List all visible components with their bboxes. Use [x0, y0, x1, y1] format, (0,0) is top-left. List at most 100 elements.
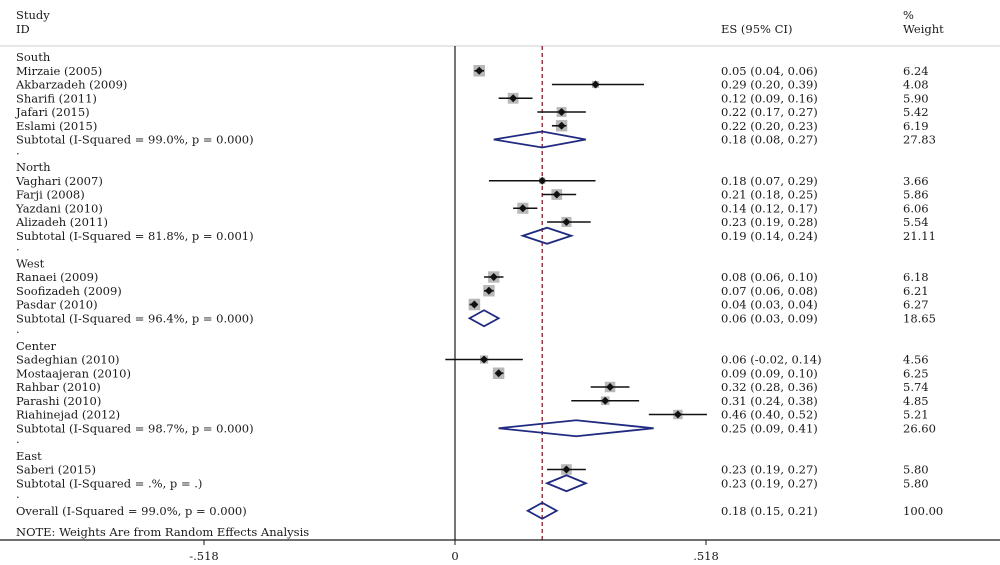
effect-size-ci: 0.18 (0.07, 0.29) [721, 174, 818, 188]
study-label: Saberi (2015) [16, 463, 96, 477]
study-label: Eslami (2015) [16, 119, 97, 133]
weight-value: 18.65 [903, 311, 936, 325]
weight-value: 4.85 [903, 394, 929, 408]
study-label: Parashi (2010) [16, 394, 101, 408]
effect-size-ci: 0.06 (0.03, 0.09) [721, 311, 818, 325]
point-estimate [606, 383, 615, 391]
weight-value: 100.00 [903, 504, 943, 518]
weight-value: 5.80 [903, 463, 929, 477]
study-label: Riahinejad (2012) [16, 408, 120, 422]
study-label: Farji (2008) [16, 188, 85, 202]
study-label: Mostaajeran (2010) [16, 366, 131, 380]
subtotal-diamond [498, 419, 654, 438]
effect-size-ci: 0.29 (0.20, 0.39) [721, 78, 818, 92]
weight-value: 27.83 [903, 133, 936, 147]
plot-text: Study ID ES (95% CI) % Weight NOTE: Weig… [15, 8, 944, 563]
effect-size-ci: 0.05 (0.04, 0.06) [721, 64, 818, 78]
point-estimate [475, 66, 484, 75]
subtotal-label: Subtotal (I-Squared = 98.7%, p = 0.000) [16, 421, 254, 435]
study-label: Alizadeh (2011) [15, 215, 108, 229]
point-estimate [673, 410, 682, 419]
weight-value: 5.80 [903, 476, 929, 490]
study-label: Ranaei (2009) [16, 270, 98, 284]
group-separator: . [16, 322, 20, 336]
effect-size-ci: 0.08 (0.06, 0.10) [721, 270, 818, 284]
effect-size-ci: 0.09 (0.09, 0.10) [721, 366, 818, 380]
study-label: Pasdar (2010) [16, 298, 98, 312]
subtotal-diamond [493, 130, 586, 149]
effect-size-ci: 0.14 (0.12, 0.17) [721, 201, 818, 215]
study-label: Mirzaie (2005) [16, 64, 102, 78]
subtotal-diamond [519, 226, 575, 245]
header-es-ci: ES (95% CI) [721, 22, 792, 36]
weight-value: 6.24 [903, 64, 929, 78]
effect-size-ci: 0.07 (0.06, 0.08) [721, 284, 818, 298]
weight-value: 6.06 [903, 201, 929, 215]
study-label: Soofizadeh (2009) [16, 284, 122, 298]
effect-size-ci: 0.23 (0.19, 0.27) [721, 476, 818, 490]
point-estimate [489, 273, 498, 281]
subtotal-diamond [467, 309, 501, 328]
weight-value: 5.42 [903, 105, 929, 119]
weight-value: 5.86 [903, 188, 929, 202]
weight-value: 5.21 [903, 408, 929, 422]
weight-value: 5.90 [903, 91, 929, 105]
study-label: Rahbar (2010) [16, 380, 101, 394]
point-estimate [552, 190, 561, 199]
point-estimate [494, 369, 503, 378]
effect-size-ci: 0.25 (0.09, 0.41) [721, 421, 818, 435]
weight-value: 26.60 [903, 421, 936, 435]
header-id: ID [16, 22, 30, 36]
study-label: Jafari (2015) [15, 105, 90, 119]
point-estimate [470, 300, 479, 309]
group-separator: . [16, 143, 20, 157]
effect-size-ci: 0.21 (0.18, 0.25) [721, 188, 818, 202]
weight-value: 4.08 [903, 78, 929, 92]
effect-size-ci: 0.31 (0.24, 0.38) [721, 394, 818, 408]
point-estimate [557, 108, 566, 116]
subtotal-label: Subtotal (I-Squared = 96.4%, p = 0.000) [16, 311, 254, 325]
subgroup-label: South [16, 50, 51, 64]
weight-value: 6.27 [903, 298, 929, 312]
subgroup-label: Center [16, 339, 56, 353]
header-percent: % [903, 8, 914, 22]
point-estimate [480, 355, 489, 364]
effect-size-ci: 0.19 (0.14, 0.24) [721, 229, 818, 243]
effect-size-ci: 0.18 (0.08, 0.27) [721, 133, 818, 147]
study-label: Vaghari (2007) [15, 174, 103, 188]
point-estimate [484, 286, 493, 295]
weight-value: 6.21 [903, 284, 929, 298]
weights-note: NOTE: Weights Are from Random Effects An… [16, 525, 309, 539]
group-separator: . [16, 432, 20, 446]
study-label: Sadeghian (2010) [16, 353, 120, 367]
effect-size-ci: 0.32 (0.28, 0.36) [721, 380, 818, 394]
weight-value: 5.54 [903, 215, 929, 229]
subtotal-label: Subtotal (I-Squared = 81.8%, p = 0.001) [16, 229, 254, 243]
study-label: Yazdani (2010) [15, 201, 103, 215]
header-weight: Weight [903, 22, 944, 36]
effect-size-ci: 0.23 (0.19, 0.27) [721, 463, 818, 477]
overall-label: Overall (I-Squared = 99.0%, p = 0.000) [16, 504, 247, 518]
weight-value: 6.25 [903, 366, 929, 380]
effect-size-ci: 0.12 (0.09, 0.16) [721, 91, 818, 105]
subgroup-label: East [16, 449, 42, 463]
header-study: Study [16, 8, 50, 22]
effect-size-ci: 0.22 (0.17, 0.27) [721, 105, 818, 119]
x-tick-label: 0 [451, 549, 458, 563]
point-estimate [538, 176, 547, 185]
weight-value: 5.74 [903, 380, 929, 394]
point-estimate [601, 396, 610, 405]
weight-value: 21.11 [903, 229, 936, 243]
weight-value: 6.19 [903, 119, 929, 133]
x-tick-label: .518 [693, 549, 719, 563]
point-estimate [557, 121, 566, 130]
effect-size-ci: 0.18 (0.15, 0.21) [721, 504, 818, 518]
point-estimate [562, 465, 571, 474]
point-estimate [591, 80, 600, 89]
study-label: Sharifi (2011) [16, 91, 97, 105]
effect-size-ci: 0.46 (0.40, 0.52) [721, 408, 818, 422]
plot-marks [445, 65, 707, 520]
point-estimate [518, 204, 527, 213]
subgroup-label: North [16, 160, 51, 174]
